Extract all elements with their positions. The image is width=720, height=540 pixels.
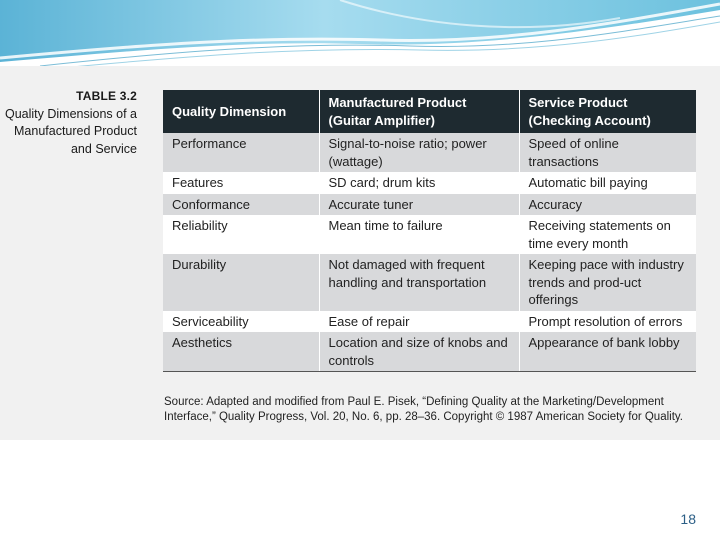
table-row: Aesthetics Location and size of knobs an… bbox=[163, 332, 696, 372]
table-cell: Serviceability bbox=[163, 310, 319, 332]
table-cell: Signal-to-noise ratio; power (wattage) bbox=[318, 133, 519, 172]
table-cell: SD card; drum kits bbox=[318, 172, 519, 194]
table-header-row: Quality Dimension Manufactured Product (… bbox=[163, 90, 696, 133]
table-cell: Receiving statements on time every month bbox=[518, 215, 696, 254]
table-cell: Accuracy bbox=[518, 193, 696, 215]
table-cell: Durability bbox=[163, 254, 319, 311]
column-header: Quality Dimension bbox=[163, 90, 319, 133]
table-row: Conformance Accurate tuner Accuracy bbox=[163, 193, 696, 215]
table-cell: Prompt resolution of errors bbox=[518, 310, 696, 332]
table-source-note: Source: Adapted and modified from Paul E… bbox=[164, 396, 683, 423]
table-title: Quality Dimensions of a Manufactured Pro… bbox=[4, 106, 137, 156]
table-caption: TABLE 3.2 Quality Dimensions of a Manufa… bbox=[0, 88, 137, 158]
table-cell: Reliability bbox=[163, 215, 319, 254]
quality-dimensions-table: Quality Dimension Manufactured Product (… bbox=[163, 90, 696, 372]
page-number: 18 bbox=[680, 511, 696, 527]
table-cell: Automatic bill paying bbox=[518, 172, 696, 194]
table-cell: Not damaged with frequent handling and t… bbox=[318, 254, 519, 311]
table-cell: Speed of online transactions bbox=[518, 133, 696, 172]
table-row: Performance Signal-to-noise ratio; power… bbox=[163, 133, 696, 172]
table-cell: Keeping pace with industry trends and pr… bbox=[518, 254, 696, 311]
column-header: Manufactured Product (Guitar Amplifier) bbox=[318, 90, 519, 133]
table-row: Features SD card; drum kits Automatic bi… bbox=[163, 172, 696, 194]
column-header: Service Product (Checking Account) bbox=[518, 90, 696, 133]
table-number: TABLE 3.2 bbox=[76, 89, 137, 103]
table-cell: Appearance of bank lobby bbox=[518, 332, 696, 372]
table-row: Durability Not damaged with frequent han… bbox=[163, 254, 696, 311]
table-cell: Accurate tuner bbox=[318, 193, 519, 215]
table-row: Reliability Mean time to failure Receivi… bbox=[163, 215, 696, 254]
decorative-banner bbox=[0, 0, 720, 69]
table-cell: Features bbox=[163, 172, 319, 194]
table-cell: Aesthetics bbox=[163, 332, 319, 372]
table-row: Serviceability Ease of repair Prompt res… bbox=[163, 310, 696, 332]
table-cell: Conformance bbox=[163, 193, 319, 215]
table-cell: Mean time to failure bbox=[318, 215, 519, 254]
table-cell: Ease of repair bbox=[318, 310, 519, 332]
table-cell: Performance bbox=[163, 133, 319, 172]
table-cell: Location and size of knobs and controls bbox=[318, 332, 519, 372]
